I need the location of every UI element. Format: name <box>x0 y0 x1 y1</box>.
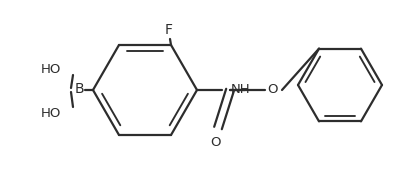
Text: F: F <box>165 23 173 37</box>
Text: O: O <box>267 83 277 95</box>
Text: B: B <box>74 82 84 96</box>
Text: HO: HO <box>41 63 61 75</box>
Text: HO: HO <box>41 107 61 120</box>
Text: NH: NH <box>231 83 251 95</box>
Text: O: O <box>210 136 220 149</box>
